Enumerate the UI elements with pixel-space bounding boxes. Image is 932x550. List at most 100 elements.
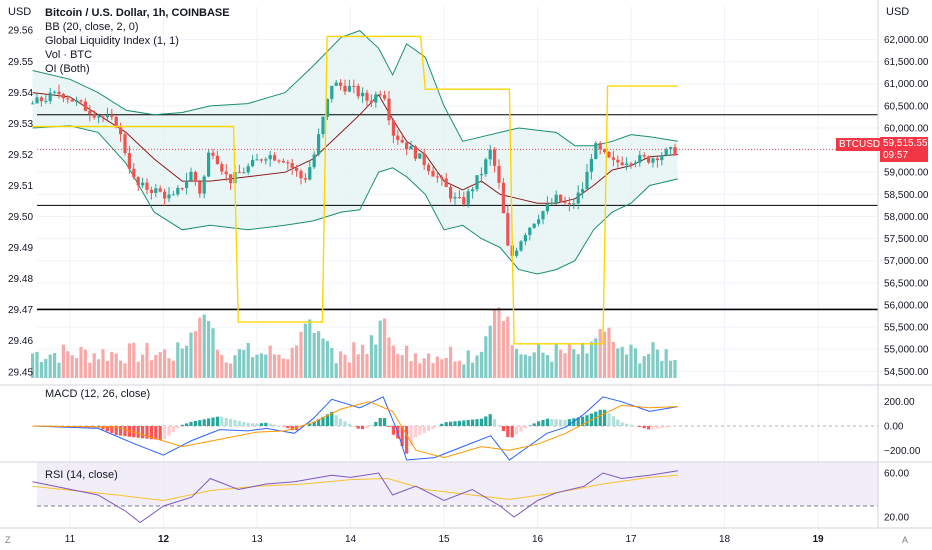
y-left-tick-label: 29.45 [8,367,33,378]
candle-body [255,159,259,161]
volume-bar [61,344,65,378]
candle-body [224,171,228,175]
volume-bar [145,342,149,378]
volume-bar [281,358,285,378]
volume-bar [167,358,171,378]
candle-body [114,116,118,128]
volume-bar [352,342,356,378]
indicator-oi-label[interactable]: OI (Both) [45,63,90,75]
volume-bar [488,325,492,378]
volume-bar [123,363,127,378]
left-axis-currency[interactable]: USD [8,6,32,18]
candle-body [607,152,611,158]
volume-bar [229,363,233,378]
volume-bar [75,358,79,378]
candle-body [625,163,629,165]
macd-histogram-bar [237,421,241,426]
candle-body [35,97,39,104]
auto-scale-button[interactable]: A [902,535,909,545]
candle-body [53,91,57,93]
volume-bar [132,342,136,378]
volume-bar [396,353,400,378]
candle-body [444,178,448,188]
macd-histogram-bar [114,426,118,435]
volume-bar [422,358,426,378]
indicator-liquidity-label[interactable]: Global Liquidity Index (1, 1) [45,35,179,47]
indicator-volume-label[interactable]: Vol · BTC [45,49,93,61]
candle-body [171,194,175,196]
indicator-bb-label[interactable]: BB (20, close, 2, 0) [45,21,139,33]
macd-histogram-bar [273,424,277,426]
chart-grid [37,6,878,528]
macd-pane: 200.00 0.00 −200.00 [32,396,921,461]
price-tag-countdown: 09:57 [880,149,928,162]
volume-bar [559,349,563,378]
macd-histogram-bar [387,426,391,427]
candle-body [215,155,219,165]
rsi-pane-label[interactable]: RSI (14, close) [45,469,118,481]
candle-body [211,152,215,156]
y-left-tick-label: 29.50 [8,212,33,223]
volume-bar [532,352,536,378]
macd-pane-label[interactable]: MACD (12, 26, close) [45,388,151,400]
candle-body [594,143,598,159]
candle-body [462,197,466,205]
y-left-tick-label: 29.53 [8,119,33,130]
volume-bar [114,353,118,378]
chart-legend: Bitcoin / U.S. Dollar, 1h, COINBASE BB (… [45,6,230,76]
macd-histogram-bar [295,426,299,431]
candle-body [312,154,316,168]
candle-body [31,103,35,105]
candle-body [431,170,435,177]
rsi-tick-label: 60.00 [884,469,909,480]
candle-body [308,167,312,180]
volume-bar [435,356,439,378]
volume-bar [273,354,277,378]
bollinger-basis-line [32,92,678,204]
volume-bar [515,348,519,378]
candle-body [554,194,558,203]
right-axis-currency[interactable]: USD [886,6,910,18]
volume-bar [220,354,224,378]
volume-bar [154,355,158,378]
candle-body [523,234,527,242]
candle-body [185,180,189,189]
volume-bar [383,318,387,378]
macd-histogram-bar [378,417,382,426]
volume-bar [242,349,246,378]
macd-histogram-bar [325,414,329,426]
y-left-tick-label: 29.52 [8,150,33,161]
candle-body [519,241,523,251]
volume-bar [101,349,105,378]
candle-body [589,158,593,172]
candle-body [356,85,360,97]
volume-bar [317,331,321,378]
candle-body [343,85,347,92]
candle-body [418,153,422,159]
volume-bar [290,347,294,378]
macd-histogram-bar [361,426,365,430]
candle-body [361,92,365,97]
volume-bar [563,353,567,378]
volume-bar [246,343,250,378]
candle-body [422,153,426,166]
volume-bar [180,348,184,378]
candle-body [325,98,329,117]
macd-histogram-bar [647,426,651,430]
candle-body [189,171,193,181]
volume-bar [110,351,114,378]
symbol-title[interactable]: Bitcoin / U.S. Dollar, 1h, COINBASE [45,7,230,19]
volume-bar [119,360,123,378]
macd-histogram-bar [422,426,426,433]
volume-bar [198,317,202,378]
timezone-button[interactable]: Z [5,535,11,545]
volume-bar [453,361,457,378]
y-right-tick-label: 60,000.00 [884,123,929,134]
candle-body [651,158,655,163]
macd-histogram-bar [154,426,158,440]
candle-body [629,163,633,165]
candle-body [136,177,140,186]
x-tick-label: 18 [719,534,731,545]
